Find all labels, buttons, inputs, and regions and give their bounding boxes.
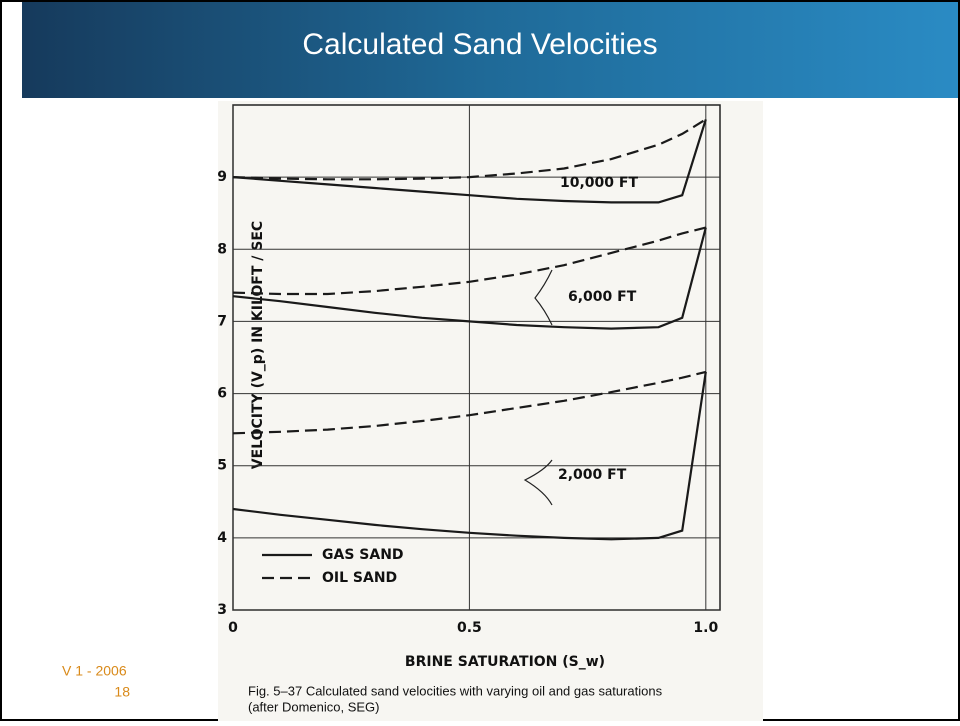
curve: [232, 370, 707, 435]
slide-title: Calculated Sand Velocities: [302, 28, 657, 61]
caption-line: Fig. 5–37 Calculated sand velocities wit…: [248, 683, 663, 698]
y-tick-label: 9: [217, 169, 227, 185]
brace: [534, 269, 553, 326]
caption-line: (after Domenico, SEG): [248, 699, 380, 714]
curve: [232, 227, 707, 330]
depth-label: 2,000 FT: [558, 467, 627, 483]
legend-label: GAS SAND: [322, 547, 404, 563]
depth-label: 10,000 FT: [560, 175, 638, 191]
y-tick-label: 7: [217, 313, 227, 329]
y-tick-label: 4: [217, 530, 227, 546]
legend-label: OIL SAND: [322, 570, 397, 586]
y-tick-label: 6: [217, 386, 227, 402]
y-axis-label: VELOCITY (V_p) IN KILOFT / SEC: [250, 221, 266, 469]
y-tick-label: 3: [217, 602, 227, 618]
x-tick-label: 0.5: [457, 620, 482, 636]
y-tick-label: 5: [217, 458, 227, 474]
version: V 1 - 2006: [62, 663, 127, 679]
curve: [232, 119, 707, 204]
x-tick-label: 1.0: [693, 620, 718, 636]
curve: [232, 226, 707, 296]
x-axis-label: BRINE SATURATION (S_w): [405, 654, 605, 670]
brace: [523, 459, 553, 506]
x-tick-label: 0: [228, 620, 238, 636]
title-bar: [22, 2, 958, 98]
depth-label: 6,000 FT: [568, 289, 637, 305]
curve: [232, 371, 707, 541]
page-number: 18: [114, 684, 130, 700]
y-tick-label: 8: [217, 241, 227, 257]
curve: [232, 118, 707, 181]
